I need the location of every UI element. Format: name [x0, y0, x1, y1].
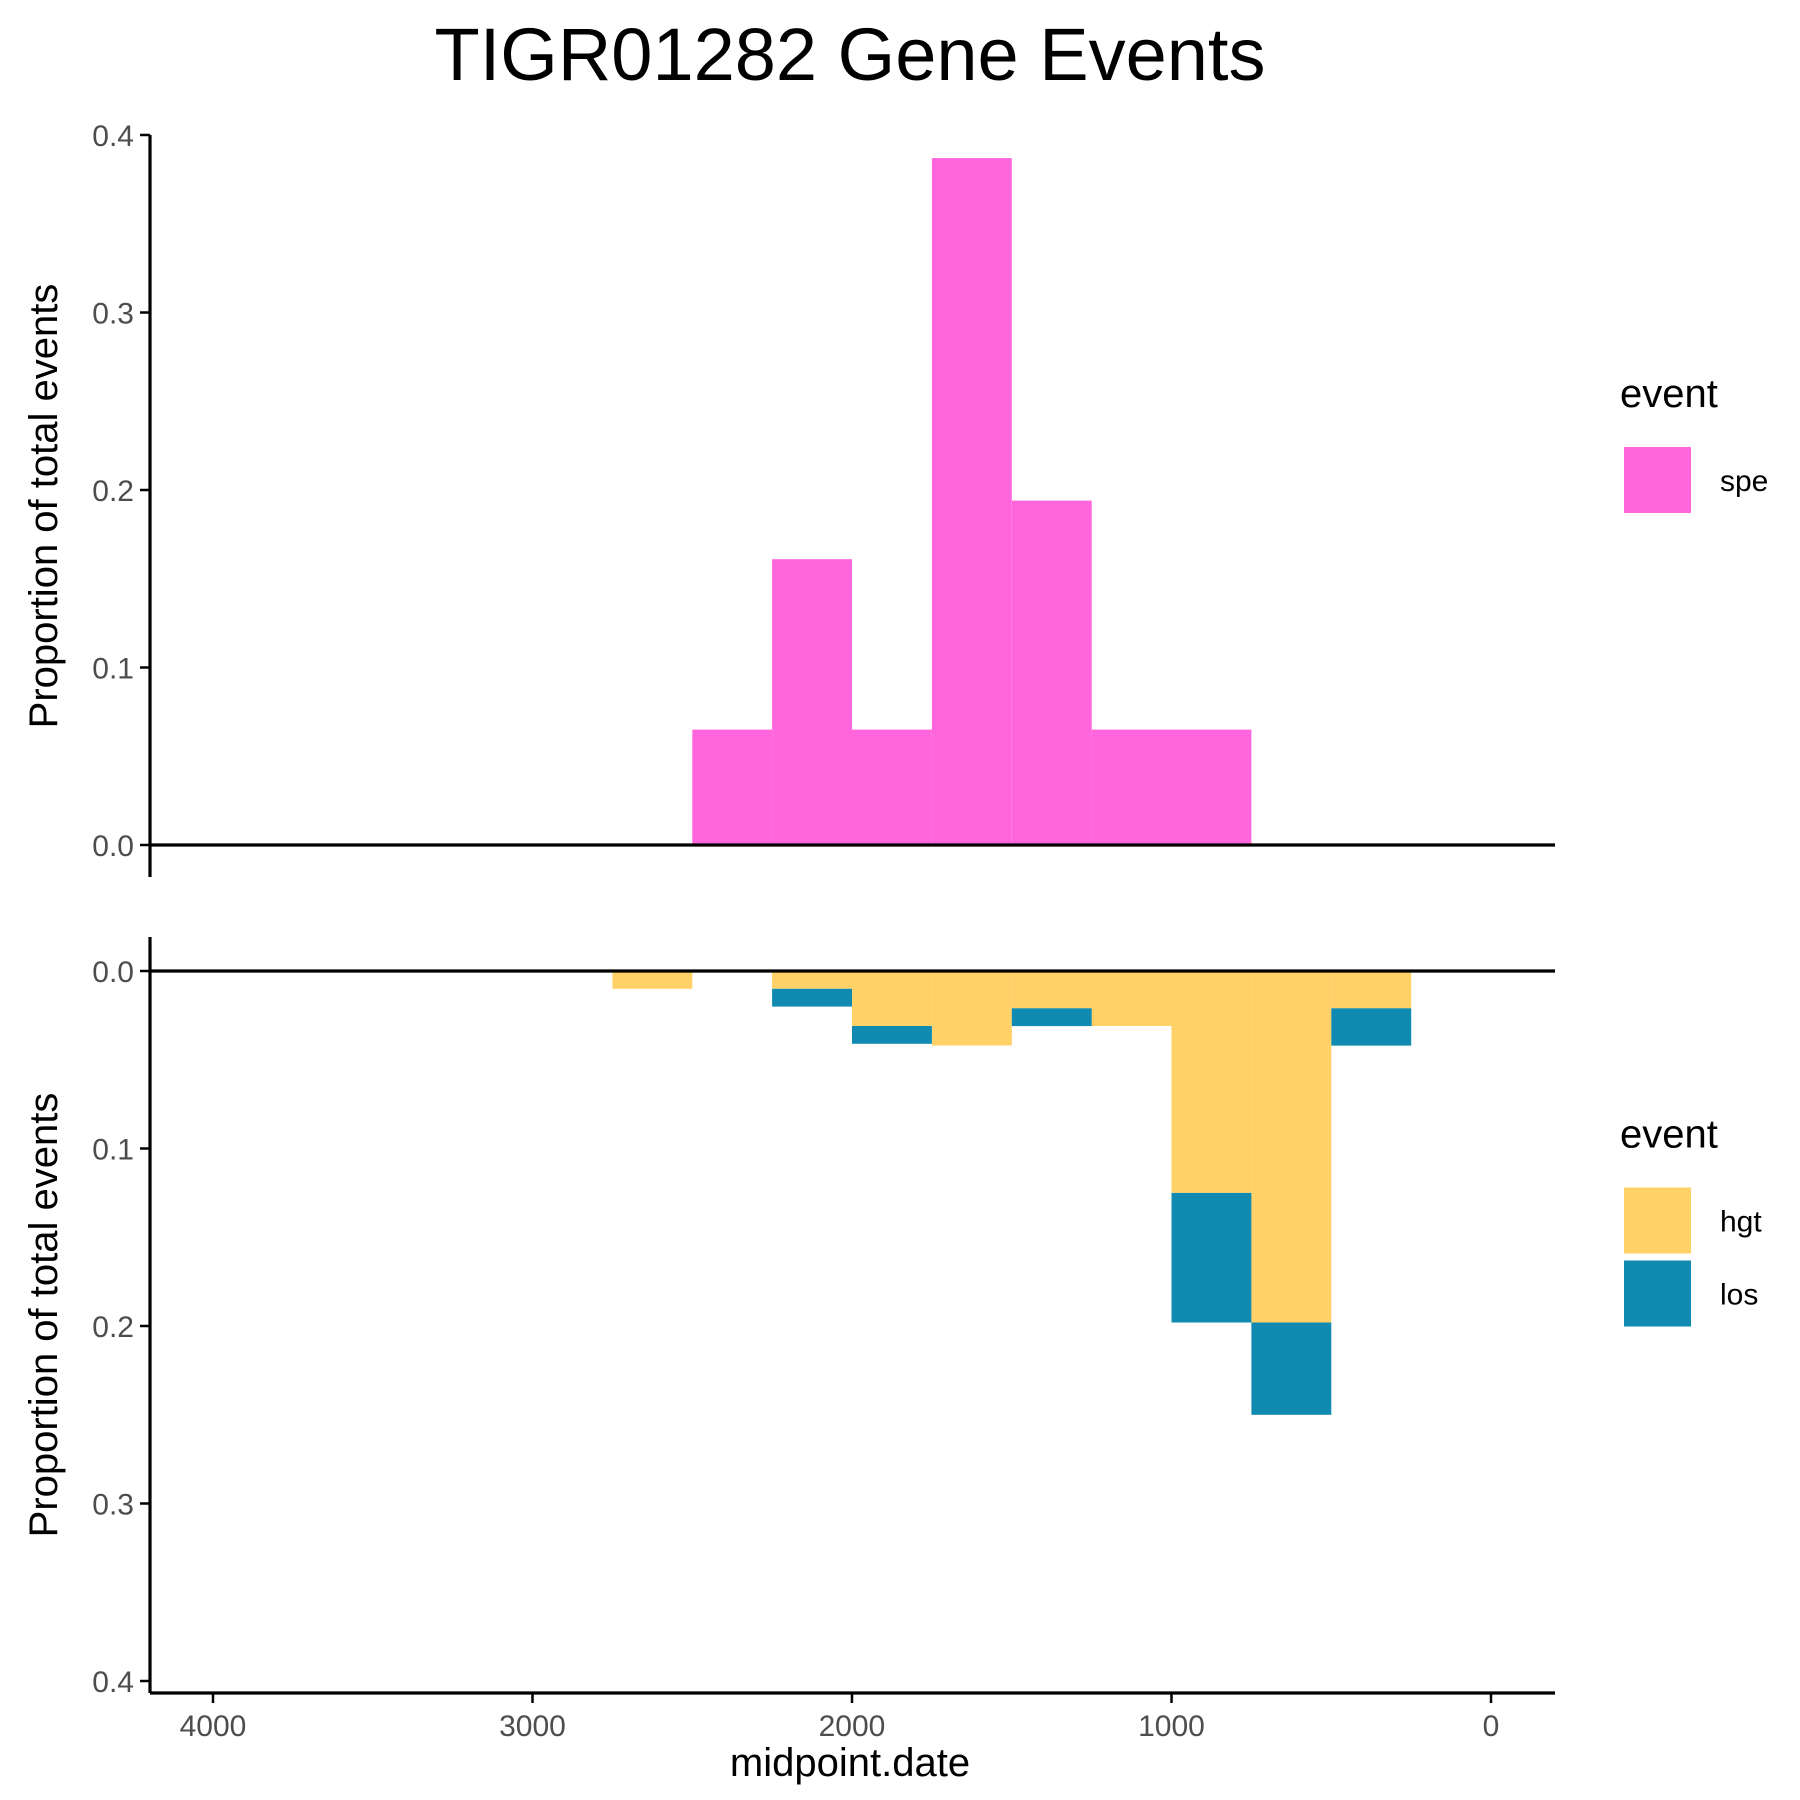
- bar-hgt-2000-2250: [772, 971, 852, 989]
- bar-los-250-500: [1331, 1008, 1412, 1046]
- top-panel: 0.0 0.1 0.2 0.3 0.4 Proportion of total event…: [22, 120, 1555, 877]
- y-tick-label: 0.1: [92, 1134, 134, 1167]
- bar-los-1250-1500: [1011, 1008, 1092, 1027]
- x-axis-title: midpoint.date: [730, 1741, 970, 1785]
- bar-hgt-1750-2000: [852, 971, 932, 1026]
- legend-top: event spe: [1620, 372, 1768, 513]
- x-tick-label: 2000: [819, 1710, 886, 1743]
- legend-key-spe: [1624, 447, 1691, 513]
- bar-spe-1000-1250: [1091, 729, 1172, 845]
- legend-key-los: [1624, 1260, 1691, 1327]
- bar-hgt-1250-1500: [1011, 971, 1092, 1009]
- legend-label-los: los: [1720, 1279, 1758, 1312]
- legend-bottom: event hgt los: [1620, 1113, 1762, 1327]
- x-tick-label: 1000: [1138, 1710, 1205, 1743]
- bar-hgt-1500-1750: [931, 971, 1012, 1046]
- bar-hgt-250-500: [1331, 971, 1412, 1009]
- bar-spe-750-1000: [1171, 729, 1252, 845]
- x-tick-label: 0: [1483, 1710, 1500, 1743]
- y-tick-label: 0.2: [92, 475, 134, 508]
- y-tick-label: 0.0: [92, 956, 134, 989]
- y-axis-title: Proportion of total events: [22, 284, 66, 729]
- y-tick-label: 0.0: [92, 830, 134, 863]
- bar-los-750-1000: [1171, 1192, 1252, 1323]
- y-tick-label: 0.3: [92, 298, 134, 331]
- x-tick-label: 4000: [180, 1710, 247, 1743]
- bar-los-2000-2250: [772, 988, 852, 1007]
- bar-spe-1750-2000: [852, 729, 932, 845]
- bar-hgt-2500-2750: [612, 971, 693, 989]
- legend-label-spe: spe: [1720, 465, 1768, 498]
- x-tick-label: 3000: [499, 1710, 566, 1743]
- bar-spe-2250-2500: [692, 729, 773, 845]
- x-axis: 4000 3000 2000 1000 0: [150, 1691, 1555, 1743]
- bar-spe-1500-1750: [931, 158, 1012, 846]
- bar-hgt-1000-1250: [1091, 971, 1172, 1026]
- y-tick-label: 0.4: [92, 120, 134, 153]
- legend-label-hgt: hgt: [1720, 1206, 1762, 1239]
- bar-los-500-750: [1251, 1322, 1332, 1415]
- legend-key-hgt: [1624, 1187, 1691, 1254]
- legend-title: event: [1620, 372, 1718, 416]
- bar-spe-1250-1500: [1011, 500, 1092, 845]
- y-tick-label: 0.4: [92, 1666, 134, 1699]
- bar-los-1750-2000: [852, 1026, 932, 1044]
- bottom-panel: 0.0 0.1 0.2 0.3 0.4 Proportion of total event…: [22, 937, 1555, 1699]
- bar-hgt-500-750: [1251, 971, 1332, 1323]
- y-tick-label: 0.3: [92, 1489, 134, 1522]
- bar-hgt-750-1000: [1171, 971, 1252, 1193]
- chart-title: TIGR01282 Gene Events: [435, 13, 1266, 96]
- y-axis-title: Proportion of total events: [22, 1093, 66, 1538]
- y-tick-label: 0.2: [92, 1311, 134, 1344]
- bar-spe-2000-2250: [772, 559, 852, 845]
- legend-title: event: [1620, 1113, 1718, 1157]
- y-tick-label: 0.1: [92, 653, 134, 686]
